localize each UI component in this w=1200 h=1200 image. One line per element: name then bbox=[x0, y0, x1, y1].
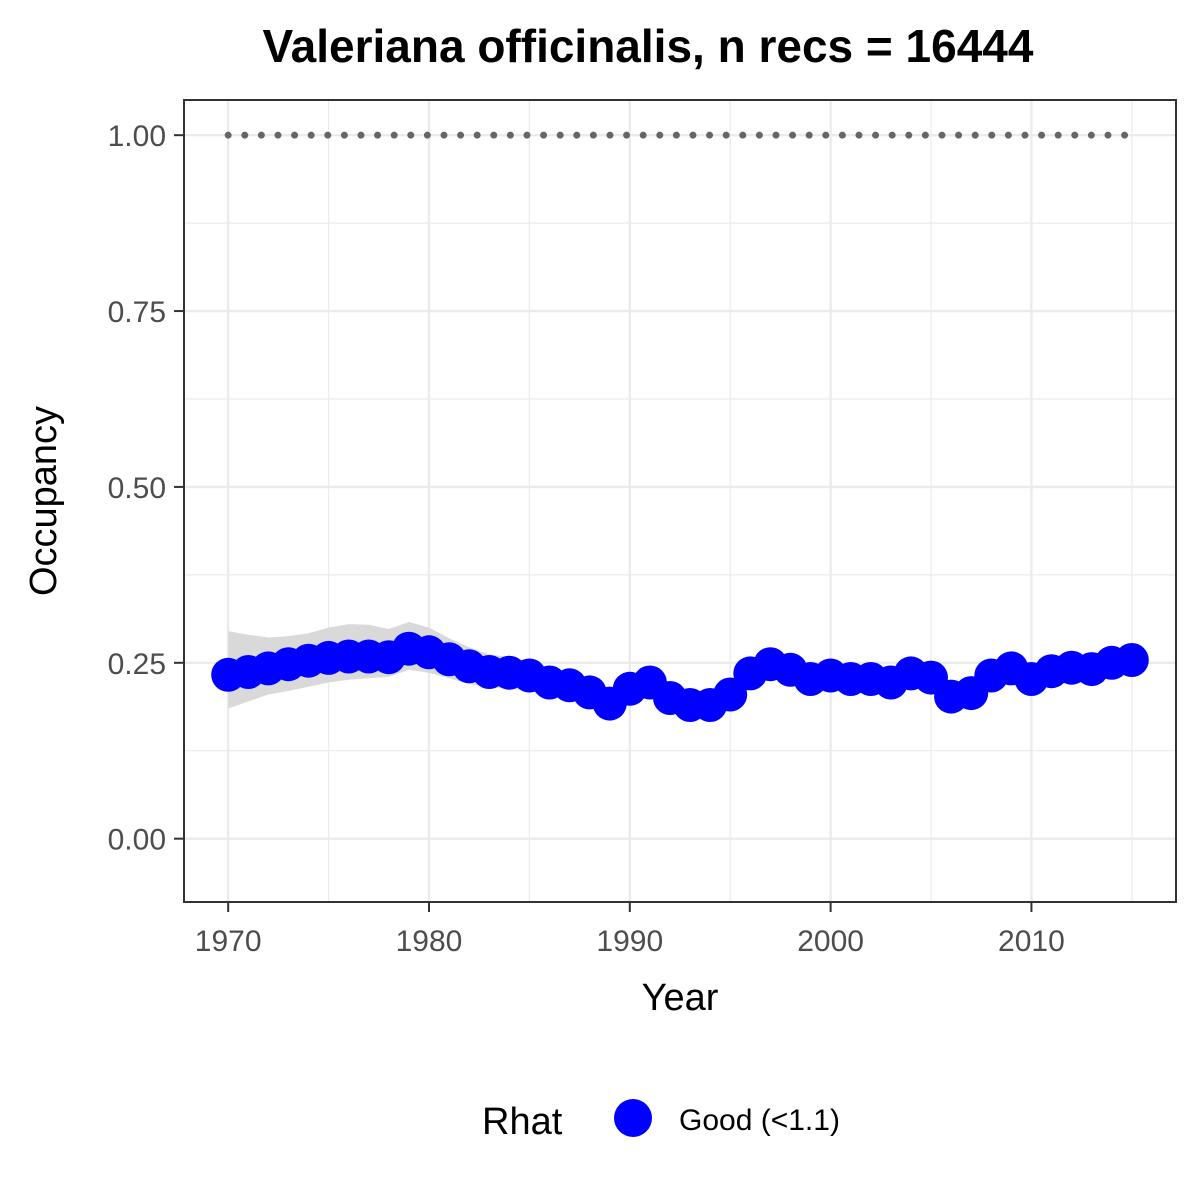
x-axis: 1970 1980 1990 2000 2010 bbox=[195, 902, 1065, 958]
y-axis-title: Occupancy bbox=[23, 406, 65, 596]
panel-border bbox=[183, 99, 1177, 903]
legend: Rhat Good (<1.1) bbox=[482, 1099, 840, 1143]
x-axis-title: Year bbox=[642, 977, 719, 1019]
x-tick-label: 1980 bbox=[396, 925, 463, 958]
y-tick-label: 0.50 bbox=[108, 472, 166, 505]
x-tick-label: 1970 bbox=[195, 925, 262, 958]
x-tick-label: 1990 bbox=[596, 925, 663, 958]
panel-background bbox=[184, 100, 1176, 902]
legend-label-good: Good (<1.1) bbox=[679, 1104, 840, 1137]
legend-title: Rhat bbox=[482, 1101, 563, 1143]
x-tick-label: 2000 bbox=[797, 925, 864, 958]
y-tick-label: 0.00 bbox=[108, 824, 166, 857]
y-axis: 0.00 0.25 0.50 0.75 1.00 bbox=[108, 120, 184, 857]
data-point bbox=[1114, 643, 1149, 677]
x-tick-label: 2010 bbox=[998, 925, 1065, 958]
y-tick-label: 1.00 bbox=[108, 120, 166, 153]
y-tick-label: 0.75 bbox=[108, 296, 166, 329]
y-tick-label: 0.25 bbox=[108, 648, 166, 681]
data-point bbox=[713, 677, 748, 712]
legend-key-good bbox=[614, 1099, 652, 1137]
major-gridlines bbox=[184, 100, 1176, 902]
occupancy-series bbox=[211, 631, 1149, 722]
plot-panel bbox=[183, 99, 1177, 903]
chart-title: Valeriana officinalis, n recs = 16444 bbox=[263, 20, 1034, 72]
minor-gridlines bbox=[184, 100, 1176, 902]
